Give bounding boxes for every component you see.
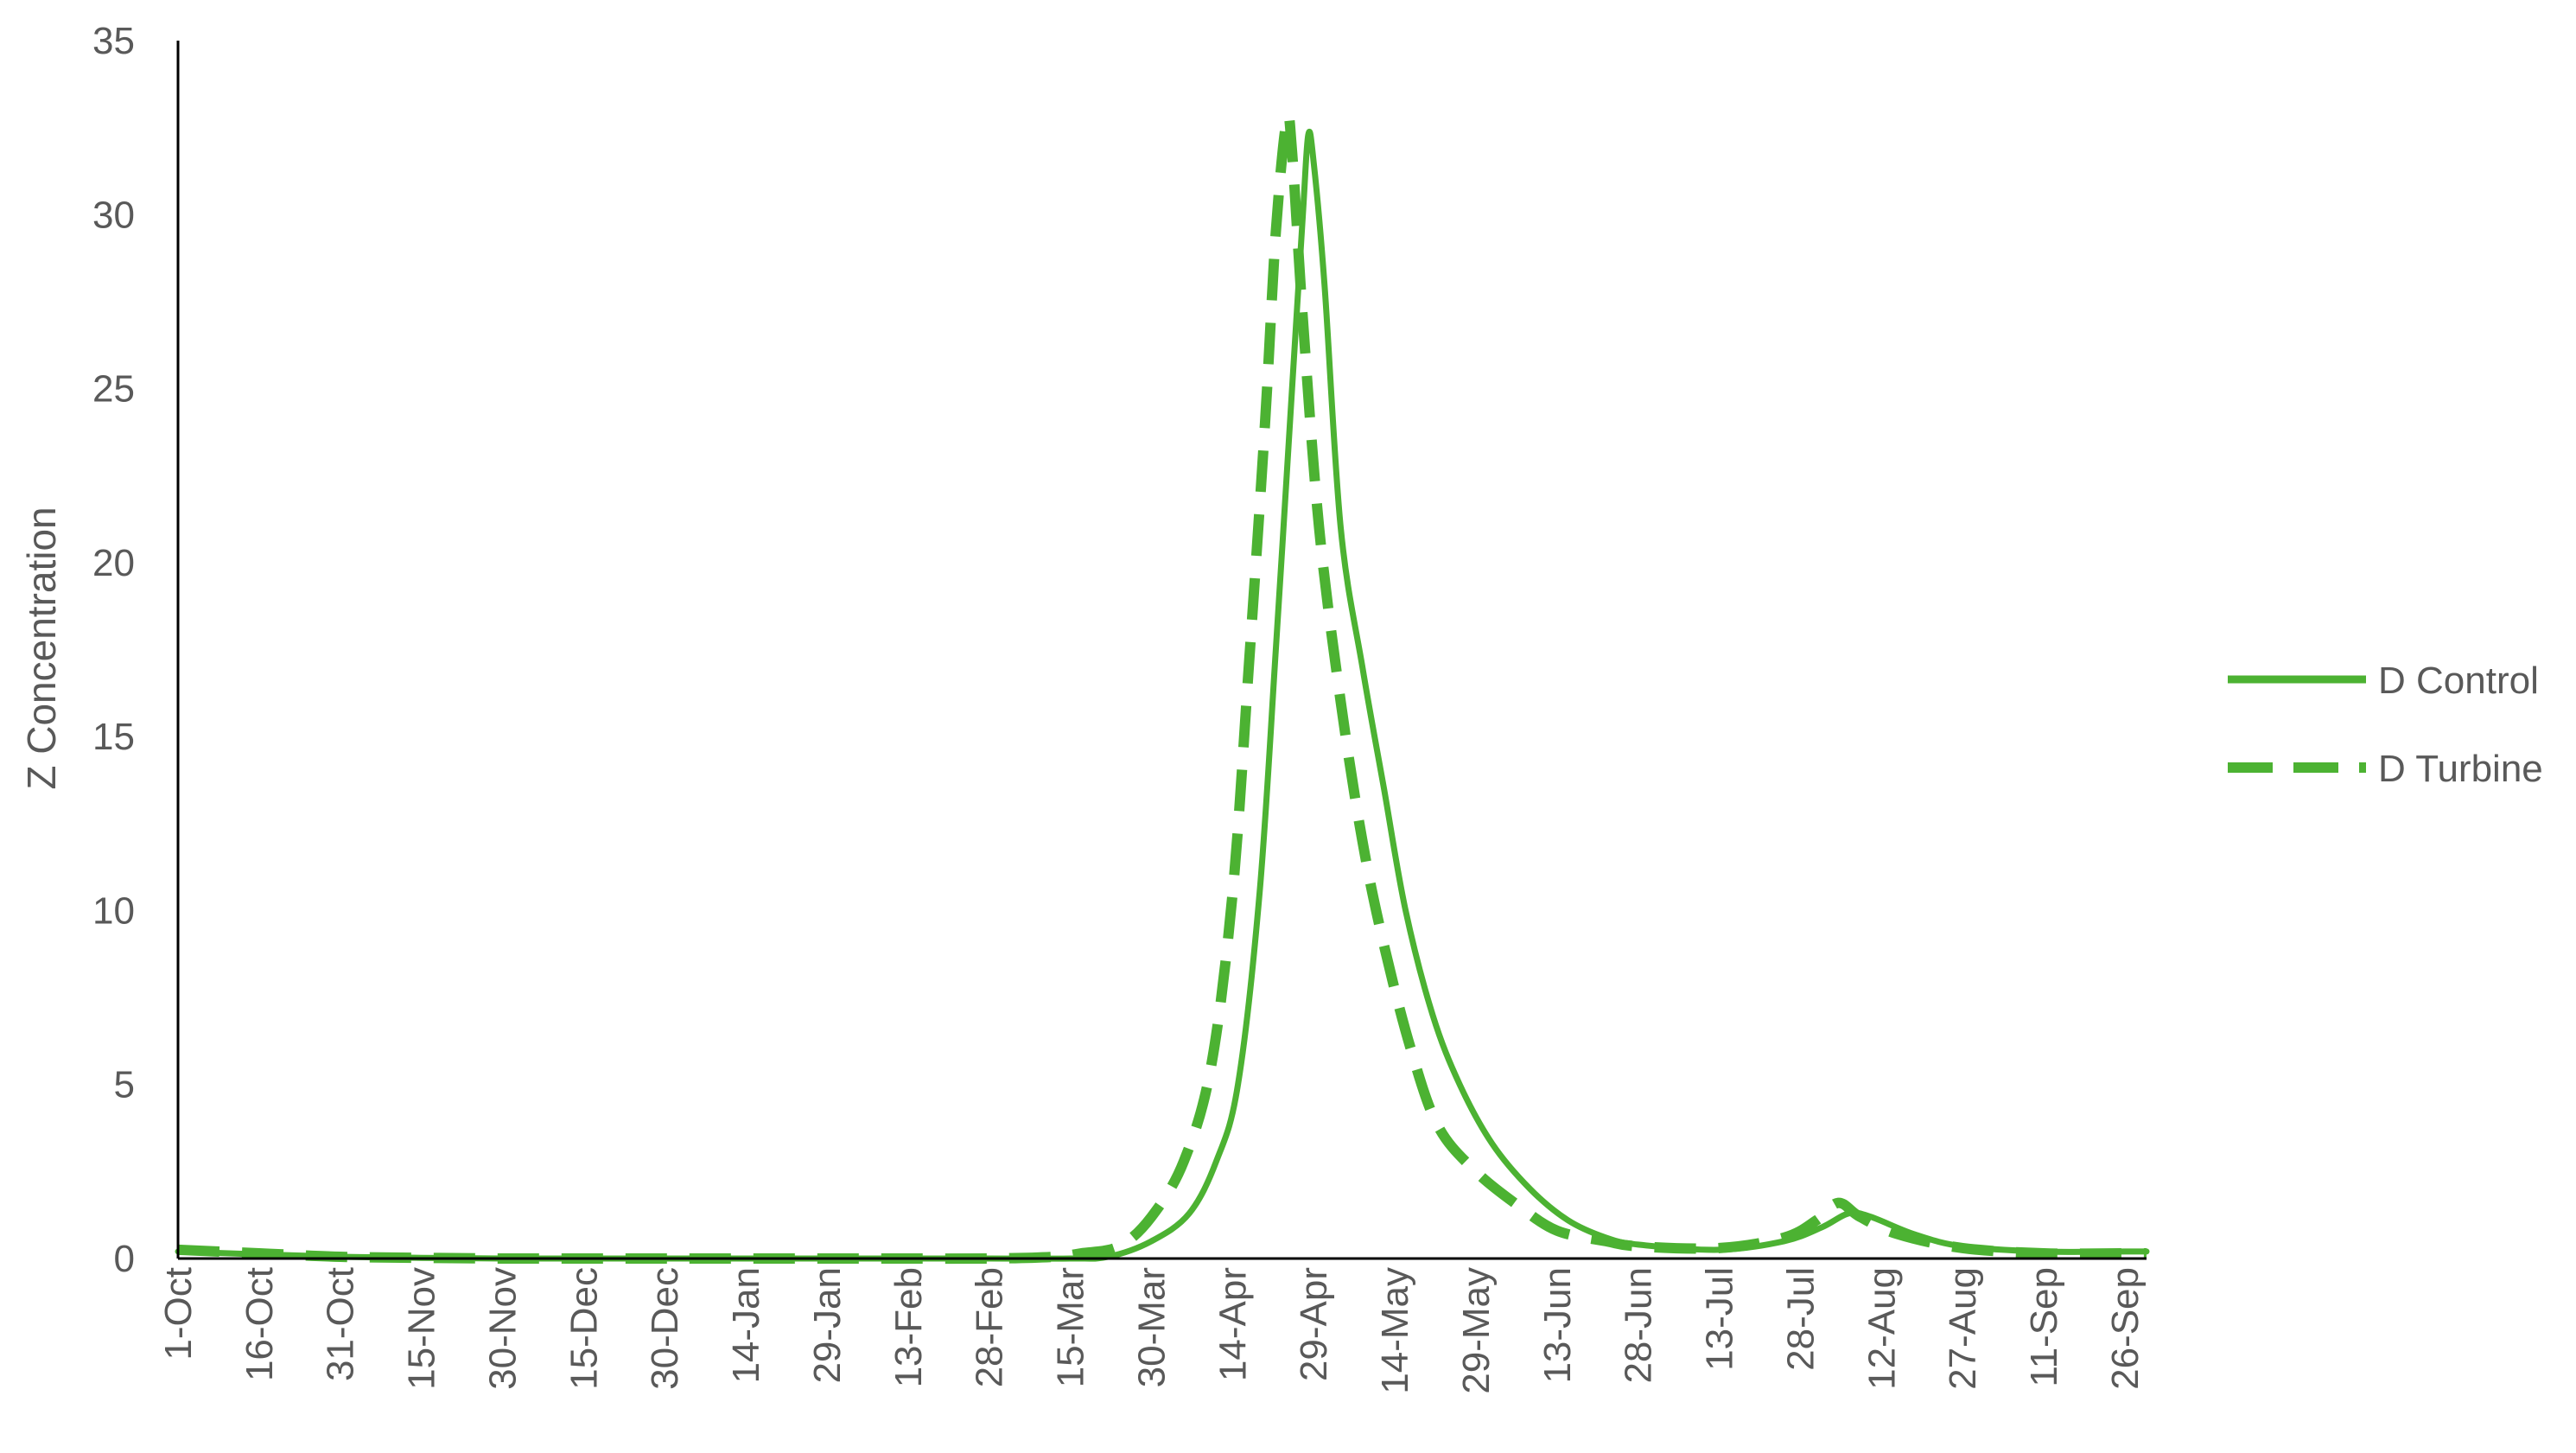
x-tick-label: 28-Jul <box>1780 1267 1822 1371</box>
y-tick-label: 0 <box>114 1238 135 1280</box>
x-tick-label: 15-Mar <box>1050 1267 1092 1387</box>
x-tick-label: 15-Nov <box>401 1267 443 1390</box>
y-axis-title: Z Concentration <box>19 507 64 789</box>
axes <box>176 41 2147 1260</box>
y-axis-ticks: 0 5 10 15 20 25 30 35 <box>92 20 135 1280</box>
y-tick-label: 10 <box>92 889 135 932</box>
x-tick-label: 26-Sep <box>2104 1267 2147 1390</box>
x-tick-label: 15-Dec <box>563 1267 605 1390</box>
x-tick-label: 30-Mar <box>1131 1267 1174 1387</box>
series-line-d-turbine <box>177 110 2147 1265</box>
x-tick-label: 14-May <box>1374 1267 1416 1394</box>
y-tick-label: 30 <box>92 194 135 236</box>
y-tick-label: 20 <box>92 542 135 584</box>
plot-lines <box>175 110 2150 1265</box>
x-tick-label: 11-Sep <box>2023 1267 2065 1387</box>
x-tick-label: 14-Jan <box>725 1267 767 1384</box>
x-tick-label: 12-Aug <box>1860 1267 1903 1390</box>
x-tick-label: 29-Apr <box>1293 1267 1335 1381</box>
y-tick-label: 15 <box>92 716 135 758</box>
x-axis-ticks: 1-Oct 16-Oct 31-Oct 15-Nov 30-Nov 15-Dec 30-De… <box>157 1267 2147 1394</box>
x-tick-label: 29-May <box>1455 1267 1498 1394</box>
x-tick-label: 14-Apr <box>1212 1267 1254 1381</box>
x-tick-label: 13-Feb <box>887 1267 930 1387</box>
x-tick-label: 30-Nov <box>482 1267 525 1390</box>
x-tick-label: 31-Oct <box>320 1267 362 1381</box>
x-tick-label: 13-Jul <box>1699 1267 1741 1371</box>
x-tick-label: 27-Aug <box>1942 1267 1984 1390</box>
series-line-d-control <box>175 128 2150 1262</box>
x-tick-label: 1-Oct <box>157 1267 200 1361</box>
x-tick-label: 13-Jun <box>1536 1267 1579 1384</box>
x-tick-label: 28-Feb <box>969 1267 1011 1387</box>
y-tick-label: 5 <box>114 1064 135 1106</box>
x-tick-label: 30-Dec <box>644 1267 686 1390</box>
legend: D Control D Turbine <box>2228 660 2543 790</box>
x-tick-label: 28-Jun <box>1618 1267 1660 1384</box>
y-tick-label: 25 <box>92 368 135 411</box>
legend-label-d-control: D Control <box>2378 660 2539 702</box>
x-tick-label: 29-Jan <box>806 1267 849 1384</box>
y-tick-label: 35 <box>92 20 135 62</box>
x-tick-label: 16-Oct <box>239 1267 281 1381</box>
legend-label-d-turbine: D Turbine <box>2378 748 2543 790</box>
